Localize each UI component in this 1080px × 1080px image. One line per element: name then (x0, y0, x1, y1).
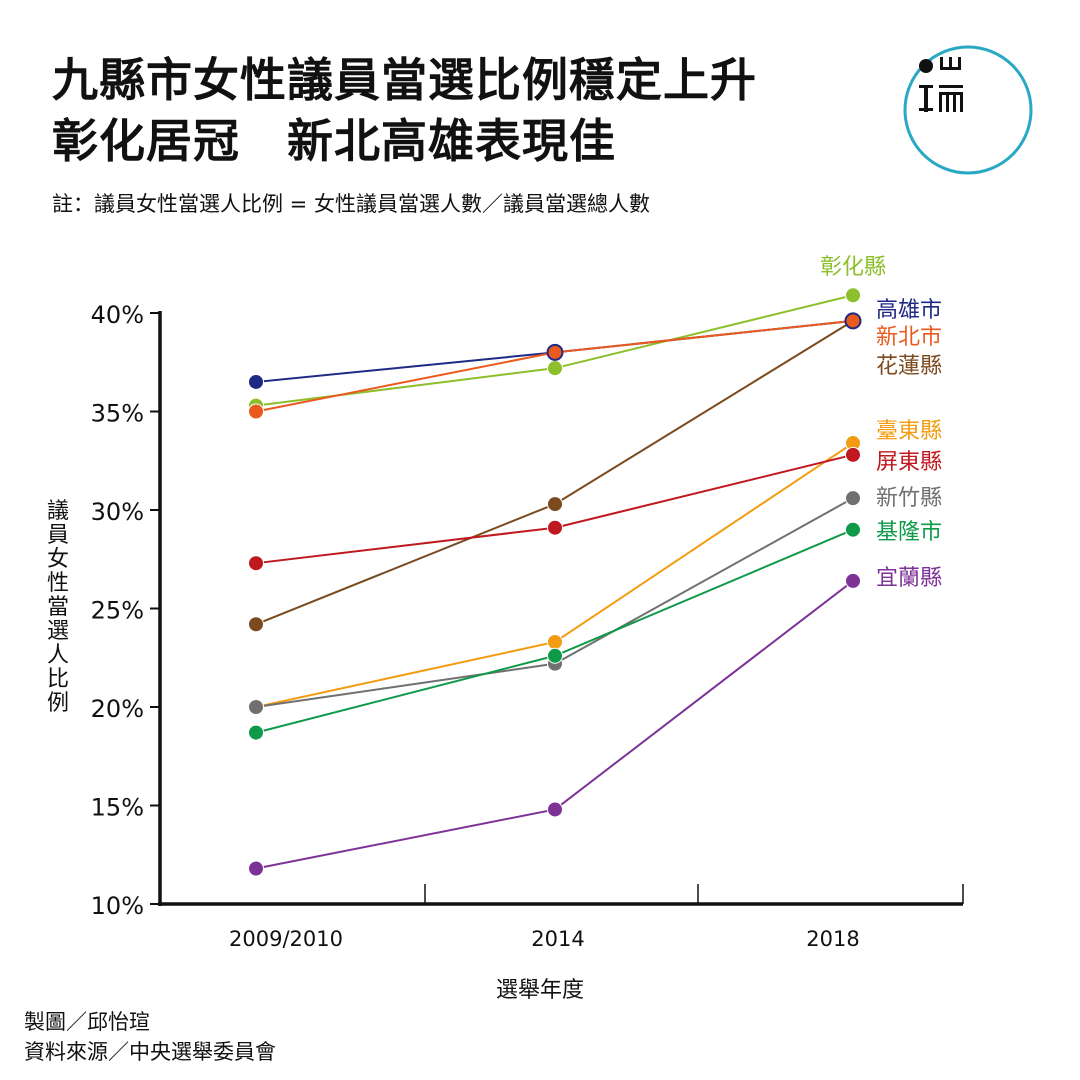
x-axis-label: 選舉年度 (495, 978, 584, 1003)
y-tick-label: 35% (91, 400, 144, 428)
series-line (255, 528, 854, 734)
y-tick-label: 40% (91, 301, 144, 329)
y-axis-label: 議員女性當選人比例 (46, 499, 69, 716)
data-point (248, 616, 264, 633)
series-label: 彰化縣 (820, 255, 886, 280)
y-tick-label: 30% (91, 498, 144, 526)
data-point (845, 572, 861, 589)
data-point (547, 647, 563, 664)
data-point (547, 633, 563, 650)
series-label: 屏東縣 (876, 450, 942, 475)
data-point (248, 860, 264, 877)
data-point (546, 343, 564, 361)
端-logo-icon (903, 45, 1033, 175)
data-point (844, 312, 862, 330)
data-point (845, 521, 861, 538)
page-title-line-1: 九縣市女性議員當選比例穩定上升 (52, 53, 757, 107)
data-point (547, 496, 563, 513)
data-point (248, 373, 264, 390)
series-label: 花蓮縣 (876, 354, 942, 379)
series-line (255, 580, 854, 870)
data-point (547, 519, 563, 536)
data-point (248, 724, 264, 741)
data-point (248, 403, 264, 420)
chart-note: 註：議員女性當選人比例 = 女性議員當選人數／議員當選總人數 (52, 192, 650, 216)
series-label: 新北市 (876, 325, 942, 350)
data-point (547, 360, 563, 377)
data-point (845, 446, 861, 463)
y-tick-label: 15% (91, 794, 144, 822)
y-tick-label: 10% (91, 892, 144, 920)
data-point (248, 555, 264, 572)
data-point (845, 490, 861, 507)
series-label: 新竹縣 (876, 486, 942, 511)
series-label: 高雄市 (876, 298, 942, 323)
series-label: 宜蘭縣 (876, 566, 942, 591)
y-tick-label: 25% (91, 597, 144, 625)
credit-data-source: 資料來源／中央選舉委員會 (24, 1040, 276, 1064)
x-tick-label: 2014 (531, 927, 584, 951)
credit-chart-author: 製圖／邱怡瑄 (24, 1010, 150, 1034)
series-label: 臺東縣 (876, 419, 942, 444)
x-tick-label: 2018 (806, 927, 859, 951)
y-tick-label: 20% (91, 695, 144, 723)
series-label: 基隆市 (876, 520, 942, 545)
data-point (547, 801, 563, 818)
data-point (248, 699, 264, 715)
x-tick-label: 2009/2010 (229, 927, 343, 951)
data-point (845, 287, 861, 304)
page-title-line-2: 彰化居冠 新北高雄表現佳 (52, 114, 616, 168)
